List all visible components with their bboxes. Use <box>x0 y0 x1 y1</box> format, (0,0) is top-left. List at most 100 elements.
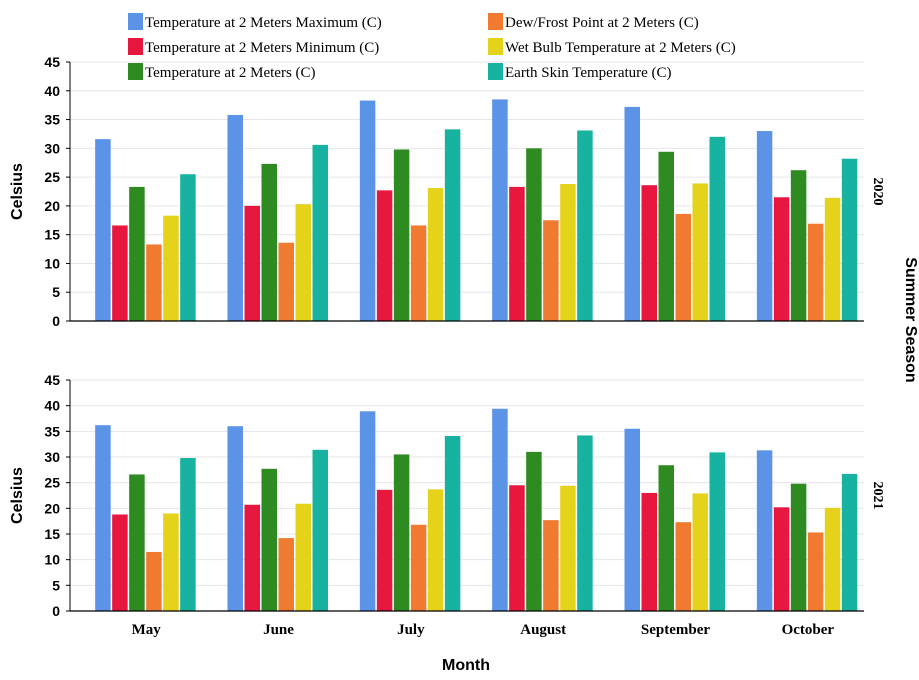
bar <box>427 188 444 321</box>
y-tick-label: 5 <box>52 284 60 300</box>
legend-swatch <box>488 63 503 80</box>
y-tick-label: 10 <box>44 552 60 568</box>
bar <box>841 158 858 321</box>
bar <box>641 185 657 321</box>
bar <box>180 458 196 611</box>
bar <box>359 100 376 321</box>
y-tick-label: 30 <box>44 449 60 465</box>
x-tick-label: September <box>641 622 710 638</box>
bar <box>624 106 640 321</box>
x-tick-label: August <box>520 622 566 638</box>
bar <box>773 507 790 611</box>
y-tick-label: 0 <box>52 603 60 619</box>
bar <box>543 220 559 321</box>
bar <box>658 151 674 321</box>
bar <box>244 205 260 321</box>
legend-label: Temperature at 2 Meters Minimum (C) <box>145 40 379 56</box>
bar <box>790 483 807 611</box>
bar <box>410 225 427 321</box>
y-tick-label: 25 <box>44 475 60 491</box>
bar <box>261 468 277 611</box>
bar <box>95 425 111 611</box>
bar <box>492 99 508 322</box>
bar <box>444 129 461 321</box>
bar <box>312 449 328 611</box>
y-tick-label: 40 <box>44 398 60 414</box>
bar <box>807 223 824 321</box>
legend-label: Temperature at 2 Meters Maximum (C) <box>145 15 382 31</box>
y-axis-title: Celsius <box>9 163 26 220</box>
bar <box>163 513 179 611</box>
y-tick-label: 5 <box>52 577 60 593</box>
x-tick-label: May <box>132 622 162 638</box>
legend-swatch <box>128 38 143 55</box>
bar <box>509 186 525 321</box>
bar <box>756 131 773 321</box>
y-tick-label: 35 <box>44 423 60 439</box>
bar <box>675 522 691 611</box>
bar <box>261 163 277 321</box>
bar <box>824 197 841 321</box>
bar <box>790 170 807 321</box>
panel-2021: 0 5 10 15 20 25 30 35 40 45 Celsius 2021 <box>9 372 885 619</box>
bar <box>526 451 542 611</box>
bar <box>692 183 708 321</box>
y-tick-label: 20 <box>44 198 60 214</box>
bar <box>95 139 111 321</box>
panel-label: 2021 <box>870 482 885 510</box>
bar <box>146 244 162 321</box>
bar <box>112 514 128 611</box>
chart-panels: 0 5 10 15 20 25 30 35 40 45 Celsius 2020 0 5 10 15 20 25 3… <box>9 54 885 619</box>
bar <box>227 426 243 611</box>
bar <box>376 190 393 321</box>
bar <box>393 454 410 611</box>
bar <box>756 450 773 611</box>
bar <box>543 520 559 611</box>
bar <box>709 136 725 321</box>
bar <box>526 148 542 321</box>
x-tick-label: October <box>782 622 835 638</box>
legend-swatch <box>488 13 503 30</box>
legend: Temperature at 2 Meters Maximum (C) Tempe… <box>128 13 736 81</box>
y-tick-label: 15 <box>44 227 60 243</box>
legend-label: Earth Skin Temperature (C) <box>505 65 672 81</box>
bar <box>841 473 858 611</box>
y-tick-label: 15 <box>44 526 60 542</box>
bar <box>244 504 260 611</box>
bar <box>773 197 790 321</box>
y-axis-title: Celsius <box>9 467 26 524</box>
y-tick-label: 45 <box>44 54 60 70</box>
x-tick-label: June <box>263 622 294 638</box>
legend-label: Wet Bulb Temperature at 2 Meters (C) <box>505 40 736 56</box>
bar <box>278 538 294 611</box>
bar <box>624 428 640 611</box>
y-tick-label: 30 <box>44 140 60 156</box>
bar <box>692 493 708 611</box>
bar <box>112 225 128 321</box>
y-tick-label: 40 <box>44 83 60 99</box>
bar <box>295 503 311 611</box>
bar <box>278 242 294 321</box>
bar <box>492 408 508 611</box>
bar <box>146 551 162 611</box>
bar <box>312 144 328 321</box>
y-tick-label: 0 <box>52 313 60 329</box>
legend-swatch <box>488 38 503 55</box>
bar <box>560 184 576 321</box>
bar <box>227 114 243 321</box>
bar <box>376 489 393 611</box>
y-tick-label: 45 <box>44 372 60 388</box>
bar <box>658 465 674 611</box>
bar <box>129 186 145 321</box>
bar <box>163 215 179 321</box>
bar <box>807 532 824 611</box>
legend-swatch <box>128 13 143 30</box>
bar <box>393 149 410 321</box>
bar <box>427 489 444 611</box>
bar <box>180 174 196 321</box>
bar <box>359 411 376 611</box>
y-tick-label: 20 <box>44 500 60 516</box>
bar <box>577 130 593 321</box>
